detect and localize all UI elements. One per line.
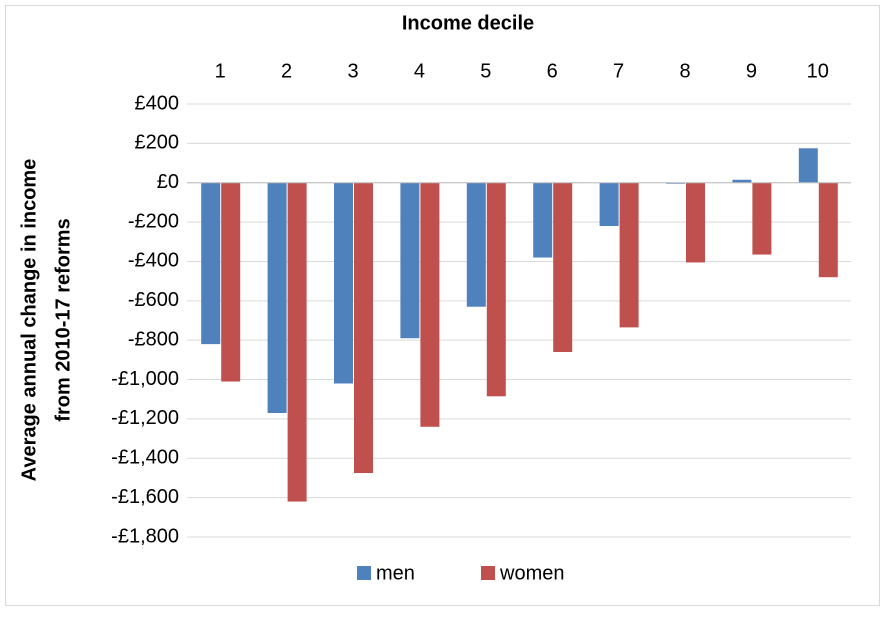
x-tick-label: 9 <box>746 60 757 82</box>
bar <box>221 182 241 382</box>
bar <box>732 179 752 183</box>
x-tick-label: 1 <box>215 60 226 82</box>
legend-swatch <box>481 566 495 580</box>
bar <box>619 182 639 328</box>
bar <box>466 182 486 307</box>
x-tick-label: 5 <box>480 60 491 82</box>
legend-label: men <box>376 562 415 584</box>
bar <box>334 182 353 384</box>
y-tick-label: -£1,000 <box>111 368 179 390</box>
bar <box>818 182 838 278</box>
bar <box>400 182 420 339</box>
y-tick-label: -£1,400 <box>111 447 179 469</box>
bar <box>201 182 221 345</box>
x-tick-label: 8 <box>679 60 690 82</box>
bar <box>486 182 506 397</box>
y-tick-label: £0 <box>157 171 179 193</box>
y-tick-label: -£1,600 <box>111 486 179 508</box>
chart-border <box>5 5 880 606</box>
bar <box>354 182 373 474</box>
y-axis-label: from 2010-17 reforms <box>52 218 74 421</box>
x-tick-label: 7 <box>613 60 624 82</box>
y-tick-label: -£800 <box>128 328 179 350</box>
bar <box>267 182 287 414</box>
bar <box>533 182 553 258</box>
y-axis-label: Average annual change in income <box>18 159 40 482</box>
y-tick-label: £400 <box>135 92 180 114</box>
legend-label: women <box>499 562 564 584</box>
bar <box>287 182 307 502</box>
y-tick-label: -£400 <box>128 250 179 272</box>
x-tick-label: 3 <box>347 60 358 82</box>
x-tick-label: 2 <box>281 60 292 82</box>
y-tick-label: -£600 <box>128 289 179 311</box>
x-tick-label: 6 <box>547 60 558 82</box>
bar <box>752 182 772 255</box>
chart-title: Income decile <box>402 12 534 34</box>
legend-swatch <box>357 566 371 580</box>
bar <box>798 148 818 183</box>
bar <box>553 182 573 352</box>
x-tick-label: 4 <box>414 60 425 82</box>
x-tick-label: 10 <box>807 60 829 82</box>
bar <box>599 182 619 227</box>
y-tick-label: -£1,800 <box>111 525 179 547</box>
y-tick-label: -£200 <box>128 210 179 232</box>
y-tick-label: -£1,200 <box>111 407 179 429</box>
y-tick-label: £200 <box>135 132 180 154</box>
bar <box>686 182 705 263</box>
bar <box>420 182 440 427</box>
